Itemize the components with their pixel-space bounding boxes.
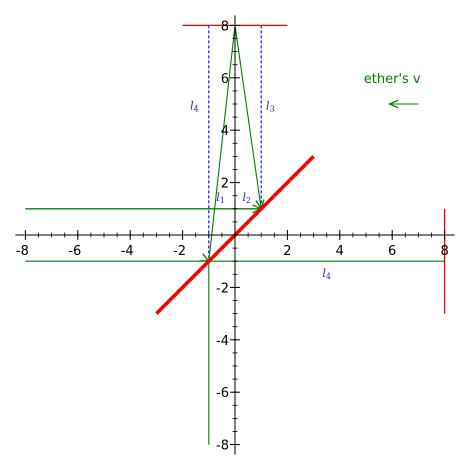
x-tick-label: 6 [388, 244, 396, 259]
label-l1: l1 [216, 191, 225, 205]
x-tick-label: 2 [283, 244, 291, 259]
ether-label: ether's v [364, 72, 421, 87]
label-l3: l3 [266, 99, 275, 113]
y-tick-label: 4 [221, 124, 229, 139]
x-tick-label: -4 [121, 244, 134, 259]
left-slant-line [208, 25, 236, 262]
y-tick-label: -4 [216, 334, 229, 349]
x-tick-label: -6 [68, 244, 81, 259]
y-tick-label: 8 [221, 19, 229, 34]
x-tick-label: -2 [173, 244, 186, 259]
axes-layer [15, 15, 455, 455]
label-l4-top: l4 [190, 99, 199, 113]
x-tick-label: 8 [440, 244, 448, 259]
labels-layer: -8 -8 -6 -6 -4 -4 -2 -2 2 2 4 4 6 6 8 8 l1 l2 l3 l4 l4 ether'… [16, 19, 449, 453]
label-l4-bottom: l4 [322, 267, 331, 281]
y-tick-label: -6 [216, 386, 229, 401]
x-tick-label: 4 [336, 244, 344, 259]
y-tick-label: 2 [221, 177, 229, 192]
x-tick-label: -8 [16, 244, 29, 259]
y-tick-label: 6 [221, 72, 229, 87]
right-slant-line [234, 25, 261, 208]
y-tick-label: -8 [216, 439, 229, 454]
label-l2: l2 [242, 191, 251, 205]
y-tick-label: -2 [216, 281, 229, 296]
